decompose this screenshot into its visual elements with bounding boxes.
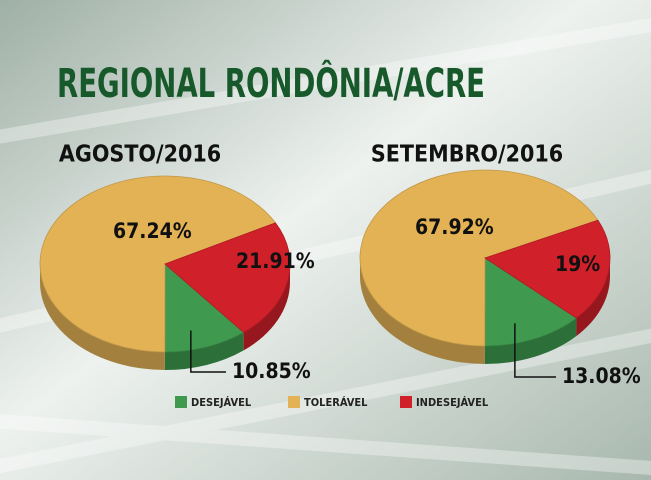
value-label: 21.91%	[236, 249, 315, 273]
value-label: 67.92%	[415, 215, 494, 239]
leader-line	[190, 330, 226, 373]
pie-slice	[484, 219, 611, 319]
pie-slice	[164, 222, 291, 333]
value-label: 19%	[555, 252, 600, 276]
legend-swatch	[288, 396, 300, 408]
pie-side	[484, 318, 577, 365]
pie-slice	[484, 257, 578, 347]
pie-side	[243, 264, 290, 351]
chart-title: SETEMBRO/2016	[371, 142, 563, 168]
value-label: 10.85%	[232, 359, 311, 383]
pie-slice	[164, 263, 245, 353]
page-title: REGIONAL RONDÔNIA/ACRE	[57, 59, 485, 107]
legend-label: DESEJÁVEL	[191, 396, 252, 409]
legend-swatch	[175, 396, 187, 408]
legend-label: INDESEJÁVEL	[416, 396, 489, 409]
leader-line	[514, 323, 556, 378]
pie-side	[576, 258, 610, 337]
pie-slice	[39, 175, 277, 353]
legend-swatch	[400, 396, 412, 408]
value-label: 13.08%	[562, 364, 641, 388]
pie-slice	[359, 169, 599, 347]
value-label: 67.24%	[113, 219, 192, 243]
chart-title: AGOSTO/2016	[59, 142, 221, 168]
legend-label: TOLERÁVEL	[304, 396, 368, 409]
